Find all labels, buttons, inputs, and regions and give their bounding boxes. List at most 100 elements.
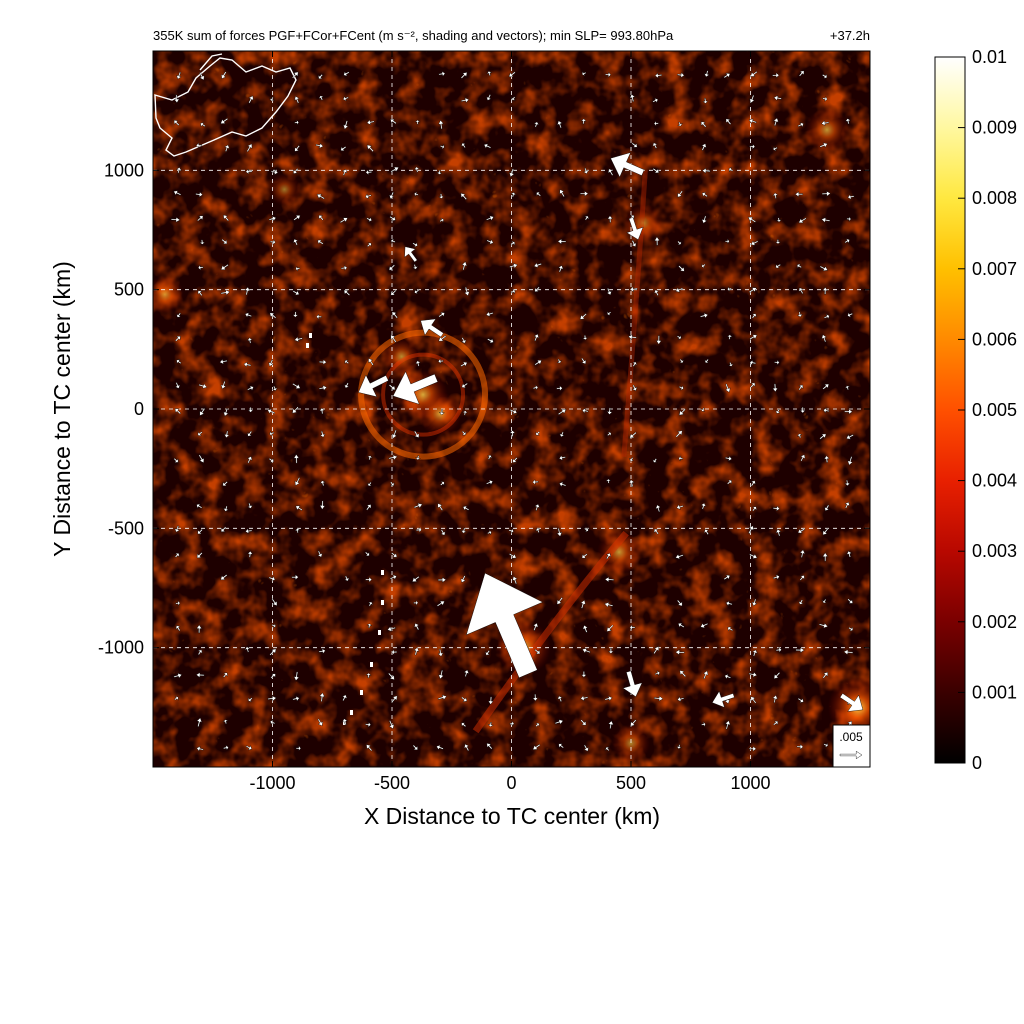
force-vector [222,672,228,678]
force-vector [366,623,373,629]
force-vector [486,479,494,486]
force-vector [774,239,782,245]
force-vector [605,478,612,484]
large-force-vector [392,371,439,405]
force-vector [414,191,419,198]
force-vector [794,191,803,198]
force-vector [388,191,395,200]
force-vector [486,70,493,76]
force-vector [318,385,328,391]
colorbar-tick-label: 0.002 [972,612,1017,632]
force-vector [196,503,203,509]
force-vector [438,358,444,365]
force-vector [413,599,419,606]
force-vector [607,720,614,729]
force-vector [581,70,587,77]
force-vector [676,504,684,510]
force-vector [727,285,732,293]
force-vector [557,238,567,245]
force-vector [247,551,254,558]
force-vector [798,384,804,391]
force-vector [413,503,423,509]
force-vector [487,338,494,344]
island-outline [306,343,309,348]
force-vector [607,310,612,316]
force-vector [343,71,350,77]
force-vector [195,672,205,678]
force-vector [197,264,204,271]
force-vector [604,746,610,752]
force-vector [175,625,181,632]
force-vector [271,385,278,391]
force-vector [414,623,420,631]
force-vector [462,410,469,416]
force-vector [844,408,853,415]
force-vector [460,337,467,344]
force-vector [367,481,373,487]
force-vector [487,529,492,536]
force-vector [293,671,300,681]
force-vector [558,743,564,749]
force-vector [437,694,447,701]
force-vector [701,192,708,198]
force-vector [631,361,638,367]
force-vector [655,335,662,345]
force-vector [463,669,470,677]
island-outline [350,710,353,715]
force-vector [796,433,803,439]
force-vector [580,671,587,678]
force-vector [751,598,758,607]
force-vector [317,239,324,245]
force-vector [486,94,492,101]
force-vector [195,191,203,198]
reference-vector-box [832,724,871,768]
force-vector [485,311,494,317]
force-vector [244,312,252,318]
force-vector [701,263,706,269]
force-vector [223,430,230,439]
force-vector [724,673,732,680]
force-vector [749,553,758,559]
force-vector [195,142,203,149]
force-vector [366,144,374,153]
force-vector [798,70,805,77]
force-vector [436,600,445,607]
force-vector [342,120,349,130]
force-vector [200,122,206,128]
force-vector [366,119,375,126]
force-vector [268,457,274,463]
force-vector [415,360,422,367]
force-vector [412,744,418,751]
force-vector [412,575,420,582]
force-vector [364,551,370,557]
force-vector [821,217,831,223]
force-vector [292,695,300,702]
force-vector [532,743,541,750]
force-vector [197,528,203,535]
force-vector [606,287,612,296]
force-vector [819,433,827,440]
force-vector [653,695,664,702]
force-vector [461,430,467,436]
reference-vector-key: .005 [832,724,871,768]
force-vector [607,215,614,223]
force-vector [390,238,396,245]
force-vector [389,574,397,580]
force-vector [173,672,183,679]
force-vector [821,190,831,197]
force-vector [652,167,660,174]
island-outline [381,570,384,575]
force-vector [631,384,638,391]
force-vector [556,527,563,537]
force-vector [365,576,373,583]
force-vector [368,358,374,366]
force-vector [628,457,635,462]
force-vector [847,598,853,604]
force-vector [388,454,398,461]
force-vector [437,648,444,657]
force-vector [319,407,325,415]
y-axis-label: Y Distance to TC center (km) [49,261,75,557]
force-vector [582,167,589,175]
force-vector [750,71,758,77]
